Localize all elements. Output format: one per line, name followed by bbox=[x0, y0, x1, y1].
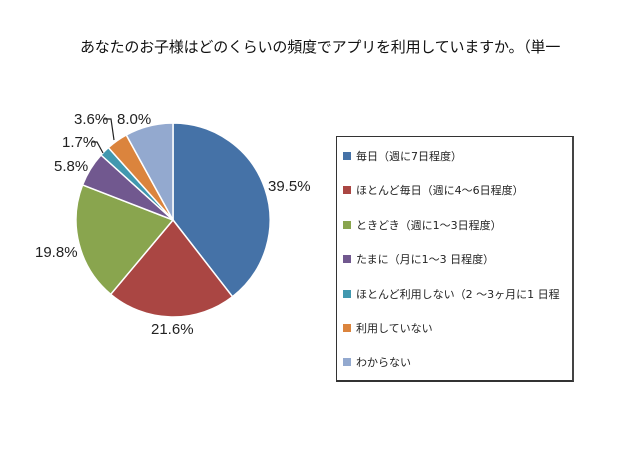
legend-label: ほとんど毎日（週に4〜6日程度） bbox=[356, 184, 524, 197]
legend-item-hotondo-riyou-shinai: ほとんど利用しない（2 〜3ヶ月に1 日程 bbox=[343, 286, 560, 302]
legend-label: わからない bbox=[356, 356, 411, 369]
data-label-wakaranai: 8.0% bbox=[117, 111, 151, 128]
legend-label: たまに（月に1〜3 日程度） bbox=[356, 253, 495, 266]
data-label-tamani: 5.8% bbox=[54, 158, 88, 175]
data-label-mainichi: 39.5% bbox=[268, 178, 311, 195]
chart-legend: 毎日（週に7日程度） ほとんど毎日（週に4〜6日程度） ときどき（週に1〜3日程… bbox=[336, 136, 574, 382]
leader-line-3-6 bbox=[104, 118, 115, 141]
data-label-hotondo-riyou-shinai: 1.7% bbox=[62, 134, 96, 151]
legend-swatch bbox=[343, 290, 351, 298]
slice-tokidoki bbox=[75, 184, 174, 296]
data-label-hotondo-mainichi: 21.6% bbox=[151, 321, 194, 338]
legend-item-tamani: たまに（月に1〜3 日程度） bbox=[343, 251, 494, 267]
data-label-riyou-shiteinai: 3.6% bbox=[74, 111, 108, 128]
legend-label: 利用していない bbox=[356, 322, 433, 335]
slice-hotondo-mainichi bbox=[109, 219, 234, 318]
legend-swatch bbox=[343, 324, 351, 332]
legend-swatch bbox=[343, 255, 351, 263]
legend-item-tokidoki: ときどき（週に1〜3日程度） bbox=[343, 217, 502, 233]
legend-swatch bbox=[343, 186, 351, 194]
legend-swatch bbox=[343, 152, 351, 160]
chart-title: あなたのお子様はどのくらいの頻度でアプリを利用していますか。（単一 bbox=[80, 38, 561, 56]
data-label-tokidoki: 19.8% bbox=[35, 244, 78, 261]
legend-swatch bbox=[343, 358, 351, 366]
legend-label: ときどき（週に1〜3日程度） bbox=[356, 219, 502, 232]
slice-mainichi bbox=[172, 122, 271, 298]
legend-swatch bbox=[343, 221, 351, 229]
legend-item-riyou-shiteinai: 利用していない bbox=[343, 320, 433, 336]
slice-wakaranai bbox=[125, 122, 174, 221]
legend-label: ほとんど利用しない（2 〜3ヶ月に1 日程 bbox=[356, 288, 560, 301]
legend-item-mainichi: 毎日（週に7日程度） bbox=[343, 148, 462, 164]
leader-line-1-7 bbox=[92, 141, 104, 154]
legend-label: 毎日（週に7日程度） bbox=[356, 150, 462, 163]
legend-item-wakaranai: わからない bbox=[343, 354, 411, 370]
legend-item-hotondo-mainichi: ほとんど毎日（週に4〜6日程度） bbox=[343, 182, 524, 198]
